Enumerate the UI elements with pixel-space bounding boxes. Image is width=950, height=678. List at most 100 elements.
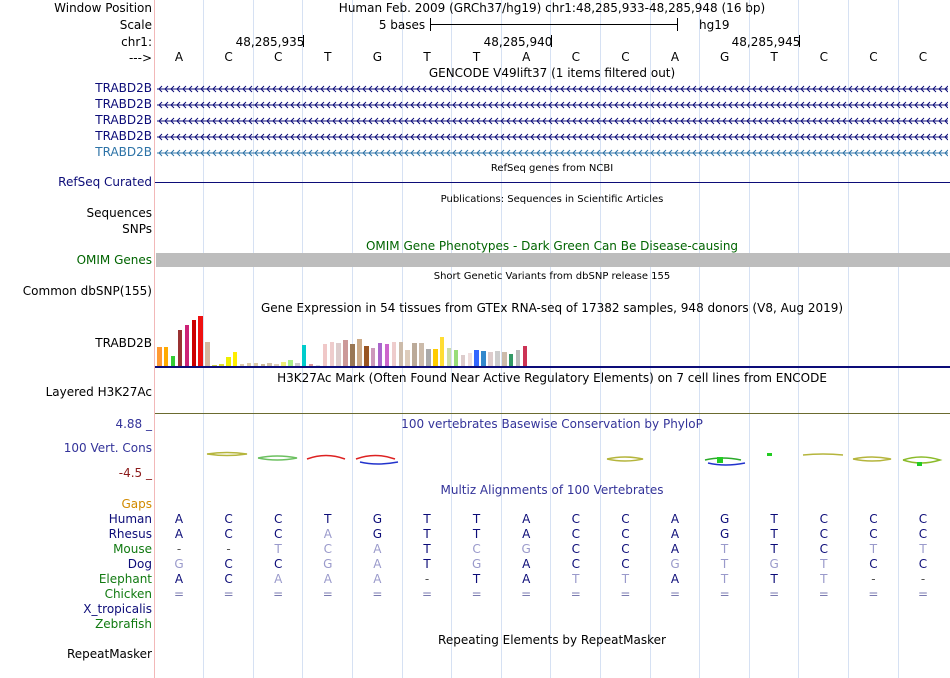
gtex-tissue-bar[interactable]: [329, 342, 334, 366]
gtex-tissue-bar[interactable]: [288, 360, 293, 366]
gtex-tissue-bar[interactable]: [281, 362, 286, 366]
species-label[interactable]: Chicken: [104, 587, 152, 601]
dbsnp-track-label[interactable]: Common dbSNP(155): [22, 284, 152, 298]
gtex-tissue-bar[interactable]: [219, 364, 224, 366]
gtex-tissue-bar[interactable]: [260, 364, 265, 366]
gencode-transcript-label[interactable]: TRABD2B: [95, 129, 152, 143]
refseq-gene-line[interactable]: [155, 182, 950, 183]
omim-track-label[interactable]: OMIM Genes: [76, 253, 152, 267]
gtex-tissue-bar[interactable]: [412, 343, 417, 366]
species-label[interactable]: Mouse: [113, 542, 152, 556]
gtex-tissue-bar[interactable]: [515, 350, 521, 366]
gtex-tissue-bar[interactable]: [433, 349, 438, 366]
gencode-transcript-track[interactable]: [157, 101, 948, 109]
gtex-tissue-bar[interactable]: [495, 351, 500, 366]
gtex-tissue-bar[interactable]: [157, 347, 162, 366]
phylop-track-label[interactable]: 100 Vert. Cons: [63, 441, 152, 455]
gtex-tissue-bar[interactable]: [274, 364, 279, 366]
dbsnp-track-title[interactable]: Short Genetic Variants from dbSNP releas…: [433, 271, 671, 282]
gtex-tissue-bar[interactable]: [308, 364, 314, 366]
gtex-tissue-bar[interactable]: [205, 342, 210, 366]
gaps-label[interactable]: Gaps: [121, 497, 152, 511]
gtex-tissue-bar[interactable]: [226, 357, 231, 366]
repeatmasker-track-label[interactable]: RepeatMasker: [66, 647, 152, 661]
publications-sequences-label[interactable]: Sequences: [86, 206, 152, 220]
gtex-tissue-bar[interactable]: [336, 343, 341, 366]
species-label[interactable]: X_tropicalis: [83, 602, 152, 616]
omim-gene-bar[interactable]: [156, 253, 950, 267]
gtex-track-label[interactable]: TRABD2B: [95, 336, 152, 350]
gencode-transcript-track[interactable]: [157, 149, 948, 157]
omim-track-title[interactable]: OMIM Gene Phenotypes - Dark Green Can Be…: [365, 239, 739, 253]
multiz-track-title[interactable]: Multiz Alignments of 100 Vertebrates: [440, 483, 664, 497]
gtex-tissue-bar[interactable]: [295, 363, 300, 366]
gtex-tissue-bar[interactable]: [460, 355, 466, 366]
alignment-base: C: [273, 527, 283, 541]
gtex-tissue-bar[interactable]: [377, 343, 383, 366]
gtex-tissue-bar[interactable]: [177, 330, 183, 366]
gtex-tissue-bar[interactable]: [502, 352, 507, 366]
gtex-tissue-bar[interactable]: [301, 345, 307, 366]
publications-snps-label[interactable]: SNPs: [122, 222, 152, 236]
phylop-conservation-plot[interactable]: [155, 440, 950, 470]
gencode-transcript-track[interactable]: [157, 133, 948, 141]
gtex-tissue-bar[interactable]: [315, 365, 321, 366]
gtex-tissue-bar[interactable]: [239, 364, 245, 366]
h3k27ac-track-label[interactable]: Layered H3K27Ac: [45, 385, 152, 399]
species-label[interactable]: Dog: [127, 557, 152, 571]
gtex-tissue-bar[interactable]: [405, 350, 410, 366]
gtex-tissue-bar[interactable]: [419, 343, 424, 366]
gtex-tissue-bar[interactable]: [350, 344, 355, 366]
gtex-track-title[interactable]: Gene Expression in 54 tissues from GTEx …: [260, 301, 844, 315]
gencode-track-title[interactable]: GENCODE V49lift37 (1 items filtered out): [428, 66, 676, 80]
gtex-tissue-bar[interactable]: [370, 348, 376, 366]
species-label[interactable]: Elephant: [98, 572, 152, 586]
gtex-tissue-bar[interactable]: [163, 347, 169, 366]
phylop-track-title[interactable]: 100 vertebrates Basewise Conservation by…: [401, 417, 703, 431]
gtex-tissue-bar[interactable]: [488, 352, 493, 366]
gtex-tissue-bar[interactable]: [191, 320, 196, 366]
gtex-tissue-bar[interactable]: [198, 316, 203, 366]
gtex-tissue-bar[interactable]: [446, 348, 452, 366]
gencode-transcript-track[interactable]: [157, 117, 948, 125]
species-label[interactable]: Zebrafish: [95, 617, 152, 631]
species-label[interactable]: Rhesus: [108, 527, 152, 541]
refseq-track-title[interactable]: RefSeq genes from NCBI: [490, 163, 614, 174]
gtex-tissue-bar[interactable]: [232, 352, 238, 366]
gtex-tissue-bar[interactable]: [426, 349, 431, 366]
gtex-tissue-bar[interactable]: [184, 325, 190, 366]
h3k27ac-track-title[interactable]: H3K27Ac Mark (Often Found Near Active Re…: [277, 371, 827, 385]
gtex-tissue-bar[interactable]: [246, 363, 252, 366]
gtex-tissue-bar[interactable]: [398, 342, 403, 366]
publications-track-title[interactable]: Publications: Sequences in Scientific Ar…: [440, 194, 664, 205]
gtex-tissue-bar[interactable]: [508, 354, 514, 366]
gtex-tissue-bar[interactable]: [170, 356, 176, 366]
gtex-tissue-bar[interactable]: [467, 353, 472, 366]
dna-base: A: [670, 50, 680, 64]
gencode-transcript-track[interactable]: [157, 85, 948, 93]
gtex-tissue-bar[interactable]: [357, 339, 362, 366]
gtex-tissue-bar[interactable]: [453, 350, 459, 366]
gtex-tissue-bar[interactable]: [391, 342, 397, 366]
gtex-tissue-bar[interactable]: [253, 363, 259, 366]
repeatmasker-track-title[interactable]: Repeating Elements by RepeatMasker: [438, 633, 666, 647]
gtex-tissue-bar[interactable]: [322, 344, 328, 366]
position-title[interactable]: Human Feb. 2009 (GRCh37/hg19) chr1:48,28…: [338, 1, 766, 15]
gtex-tissue-bar[interactable]: [474, 350, 479, 366]
gencode-transcript-label[interactable]: TRABD2B: [95, 81, 152, 95]
gtex-tissue-bar[interactable]: [212, 365, 217, 366]
gtex-expression-bars[interactable]: [157, 316, 537, 366]
alignment-base: T: [423, 527, 431, 541]
gtex-tissue-bar[interactable]: [384, 344, 390, 366]
gtex-tissue-bar[interactable]: [481, 351, 486, 366]
gencode-transcript-label[interactable]: TRABD2B: [95, 145, 152, 159]
species-label[interactable]: Human: [108, 512, 152, 526]
gencode-transcript-label[interactable]: TRABD2B: [95, 97, 152, 111]
gtex-tissue-bar[interactable]: [343, 340, 348, 366]
gtex-tissue-bar[interactable]: [364, 346, 369, 366]
gtex-tissue-bar[interactable]: [267, 363, 272, 366]
gtex-tissue-bar[interactable]: [522, 346, 528, 366]
gtex-tissue-bar[interactable]: [439, 337, 445, 366]
gencode-transcript-label[interactable]: TRABD2B: [95, 113, 152, 127]
refseq-track-label[interactable]: RefSeq Curated: [58, 175, 152, 189]
